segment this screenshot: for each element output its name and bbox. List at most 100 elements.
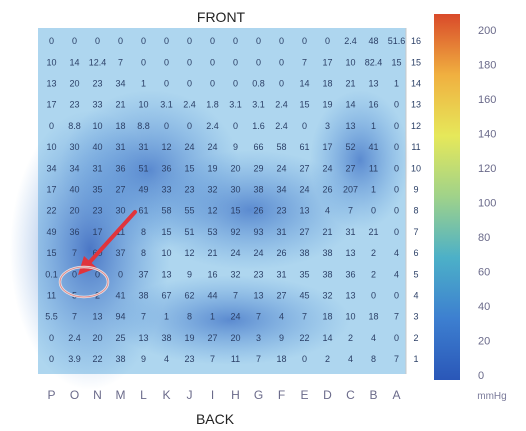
- heatmap-cell-value: 36: [115, 163, 125, 173]
- heatmap-cell-value: 9: [279, 333, 284, 343]
- heatmap-cell-value: 0: [371, 291, 376, 301]
- heatmap-cell-value: 49: [138, 185, 148, 195]
- heatmap-cell-value: 13: [92, 312, 102, 322]
- heatmap-blobs: [10, 90, 410, 390]
- heatmap-cell-value: 11: [369, 163, 378, 173]
- heatmap-cell-value: 4: [394, 269, 399, 279]
- heatmap-cell-value: 15: [391, 57, 401, 67]
- heatmap-cell-value: 0: [233, 79, 238, 89]
- heatmap-cell-value: 8.8: [68, 121, 81, 131]
- heatmap-cell-value: 0: [394, 291, 399, 301]
- colorbar-unit-label: mmHg: [477, 391, 506, 402]
- heatmap-cell-value: 0: [164, 121, 169, 131]
- heatmap-cell-value: 0: [210, 36, 215, 46]
- heatmap-cell-value: 20: [92, 333, 102, 343]
- x-axis-tick-label: N: [93, 388, 102, 402]
- heatmap-cell-value: 24: [322, 163, 332, 173]
- heatmap-cell-value: 4: [164, 354, 169, 364]
- heatmap-cell-value: 13: [138, 333, 148, 343]
- y-axis-tick-label: 10: [411, 163, 421, 173]
- heatmap-cell-value: 17: [322, 57, 332, 67]
- y-axis-labels: 16 15 14 13 12 11 10 9 8 7 6 5 4 3 2 1: [411, 36, 421, 364]
- heatmap-cell-value: 18: [322, 79, 332, 89]
- heatmap-cell-value: 53: [207, 227, 217, 237]
- heatmap-cell-value: 0: [394, 185, 399, 195]
- heatmap-cell-value: 31: [92, 163, 102, 173]
- heatmap-cell-value: 0: [302, 36, 307, 46]
- heatmap-cell-value: 15: [299, 100, 309, 110]
- heatmap-cell-value: 11: [231, 354, 240, 364]
- heatmap-cell-value: 16: [368, 100, 378, 110]
- heatmap-cell-value: 1: [371, 121, 376, 131]
- heatmap-cell-value: 10: [46, 57, 56, 67]
- heatmap-cell-value: 20: [230, 163, 240, 173]
- heatmap-cell-value: 26: [253, 206, 263, 216]
- heatmap-cell-value: 40: [92, 142, 102, 152]
- heatmap-cell-value: 36: [69, 227, 79, 237]
- annotation-arrow-head: [78, 256, 97, 275]
- heatmap-cell-value: 18: [115, 121, 125, 131]
- heatmap-cell-value: 14: [345, 100, 355, 110]
- heatmap-cell-value: 32: [322, 291, 332, 301]
- heatmap-cell-value: 13: [368, 79, 378, 89]
- heatmap-cell-value: 29: [253, 163, 263, 173]
- heatmap-cell-value: 0: [394, 227, 399, 237]
- heatmap-cell-value: 23: [276, 206, 286, 216]
- heatmap-cell-value: 22: [92, 354, 102, 364]
- heatmap-cell-value: 1: [210, 312, 215, 322]
- colorbar-tick-label: 120: [478, 163, 496, 175]
- colorbar: [434, 14, 460, 380]
- heatmap-cell-value: 0: [95, 36, 100, 46]
- heatmap-cell-value: 0: [49, 36, 54, 46]
- heatmap-cell-value: 20: [69, 206, 79, 216]
- heatmap-cell-value: 7: [141, 312, 146, 322]
- heatmap-cell-value: 2.4: [183, 100, 196, 110]
- heatmap-cell-value: 34: [276, 185, 286, 195]
- heatmap-cell-value: 51: [138, 163, 148, 173]
- heatmap-cell-value: 7: [348, 206, 353, 216]
- heatmap-cell-value: 18: [276, 354, 286, 364]
- heatmap-cell-value: 21: [207, 248, 217, 258]
- heatmap-cell-value: 24: [230, 248, 240, 258]
- y-axis-tick-label: 6: [413, 248, 418, 258]
- heatmap-cell-value: 7: [256, 312, 261, 322]
- heatmap-cell-value: 24: [299, 185, 309, 195]
- heatmap-cell-value: 23: [69, 100, 79, 110]
- heatmap-cell-value: 26: [322, 185, 332, 195]
- x-axis-tick-label: M: [116, 388, 126, 402]
- heatmap-cell-value: 58: [161, 206, 171, 216]
- heatmap-cell-value: 0: [394, 142, 399, 152]
- heatmap-cell-value: 0: [233, 57, 238, 67]
- heatmap-cell-value: 0.1: [45, 269, 58, 279]
- heatmap-cell-value: 17: [46, 185, 56, 195]
- heatmap-cell-value: 36: [345, 269, 355, 279]
- heatmap-cell-value: 38: [115, 354, 125, 364]
- heatmap-cell-value: 0: [394, 206, 399, 216]
- heatmap-cell-value: 207: [343, 185, 358, 195]
- heatmap-cell-value: 0: [95, 269, 100, 279]
- heatmap-cell-value: 9: [141, 354, 146, 364]
- heatmap-cell-value: 93: [253, 227, 263, 237]
- heatmap-cell-value: 13: [345, 248, 355, 258]
- heatmap-cell-value: 20: [69, 79, 79, 89]
- y-axis-tick-label: 3: [413, 312, 418, 322]
- y-axis-tick-label: 14: [411, 79, 421, 89]
- heatmap-cell-value: 0: [141, 36, 146, 46]
- heatmap-cell-value: 24: [253, 248, 263, 258]
- heatmap-cell-value: 31: [115, 142, 125, 152]
- heatmap-cell-value: 1: [141, 79, 146, 89]
- heatmap-cell-value: 0.8: [252, 79, 265, 89]
- x-axis-tick-label: E: [300, 388, 308, 402]
- y-axis-tick-label: 2: [413, 333, 418, 343]
- heatmap-cell-value: 0: [302, 354, 307, 364]
- heatmap-cell-value: 10: [161, 248, 171, 258]
- heatmap-cell-value: 0: [187, 121, 192, 131]
- heatmap-cell-value: 2.4: [275, 121, 288, 131]
- heatmap-cell-value: 12: [207, 206, 217, 216]
- heatmap-cell-value: 34: [115, 79, 125, 89]
- x-axis-tick-label: C: [346, 388, 355, 402]
- heatmap-cell-value: 31: [276, 269, 286, 279]
- y-axis-tick-label: 5: [413, 269, 418, 279]
- heatmap-cell-value: 0: [164, 79, 169, 89]
- heatmap-cell-value: 0: [49, 121, 54, 131]
